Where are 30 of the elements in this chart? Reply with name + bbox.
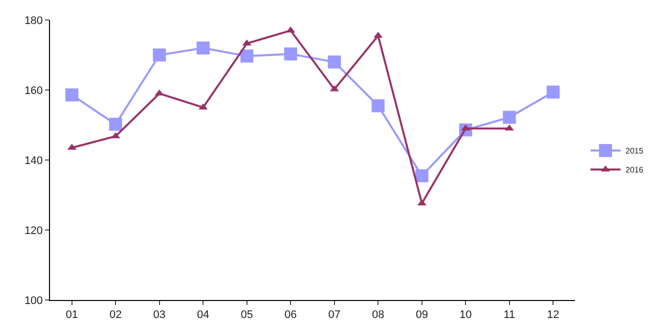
- point: [196, 42, 210, 54]
- x-tick-label: 03: [153, 309, 166, 322]
- x-tick-label: 02: [110, 309, 122, 322]
- y-tick-label: 100: [24, 294, 43, 307]
- point: [284, 47, 298, 60]
- point: [546, 86, 560, 99]
- x-tick-label: 04: [197, 309, 210, 322]
- legend-label: 2015: [626, 146, 644, 156]
- x-tick-label: 09: [416, 309, 428, 322]
- point: [152, 48, 166, 62]
- point: [372, 99, 385, 112]
- y-tick-label: 140: [24, 154, 43, 167]
- y-tick-label: 160: [24, 84, 43, 97]
- x-tick-label: 05: [240, 309, 254, 322]
- point: [415, 169, 428, 182]
- point: [65, 88, 78, 102]
- x-tick-label: 01: [66, 309, 78, 322]
- x-tick-label: 11: [504, 309, 516, 322]
- point: [328, 56, 341, 68]
- x-tick-label: 06: [284, 309, 297, 322]
- point: [109, 118, 122, 131]
- x-tick-label: 12: [547, 309, 560, 322]
- y-tick-label: 120: [24, 224, 43, 237]
- x-tick-label: 08: [372, 309, 384, 322]
- y-tick-label: 180: [24, 14, 43, 27]
- legend-label: 2016: [626, 166, 644, 175]
- x-tick-label: 07: [328, 309, 341, 322]
- point: [240, 50, 254, 63]
- x-tick-label: 10: [460, 309, 472, 322]
- point: [502, 110, 516, 124]
